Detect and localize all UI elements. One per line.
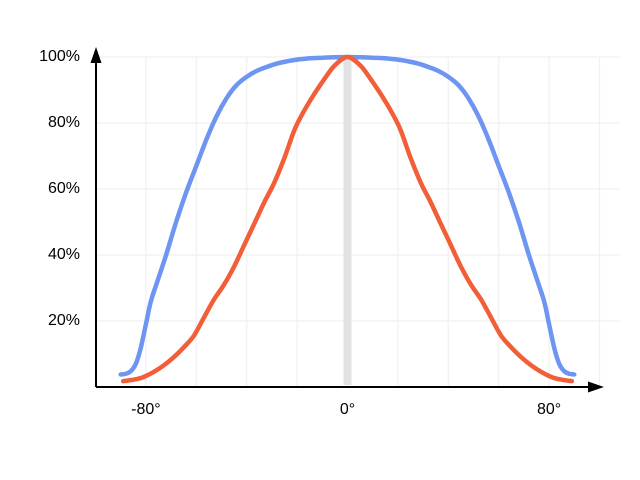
data-series-curves	[118, 54, 577, 384]
x-axis-tick-label: 0°	[339, 401, 356, 418]
y-axis-tick-label: 100%	[39, 48, 80, 65]
y-axis-tick-label: 40%	[47, 246, 80, 263]
series-narrow-bell-curve	[120, 54, 575, 384]
y-axis-tick-label: 20%	[47, 312, 80, 329]
y-axis-tick-label: 60%	[47, 180, 80, 197]
x-axis-arrowhead-icon	[588, 381, 604, 393]
zero-degree-bar	[343, 59, 352, 385]
axes	[90, 47, 604, 393]
zero-degree-band	[343, 59, 352, 385]
x-axis-tick-label: -80°	[131, 401, 161, 418]
y-axis-tick-label: 80%	[47, 114, 80, 131]
x-axis-tick-label: 80°	[536, 401, 562, 418]
y-axis-arrowhead-icon	[90, 47, 102, 63]
